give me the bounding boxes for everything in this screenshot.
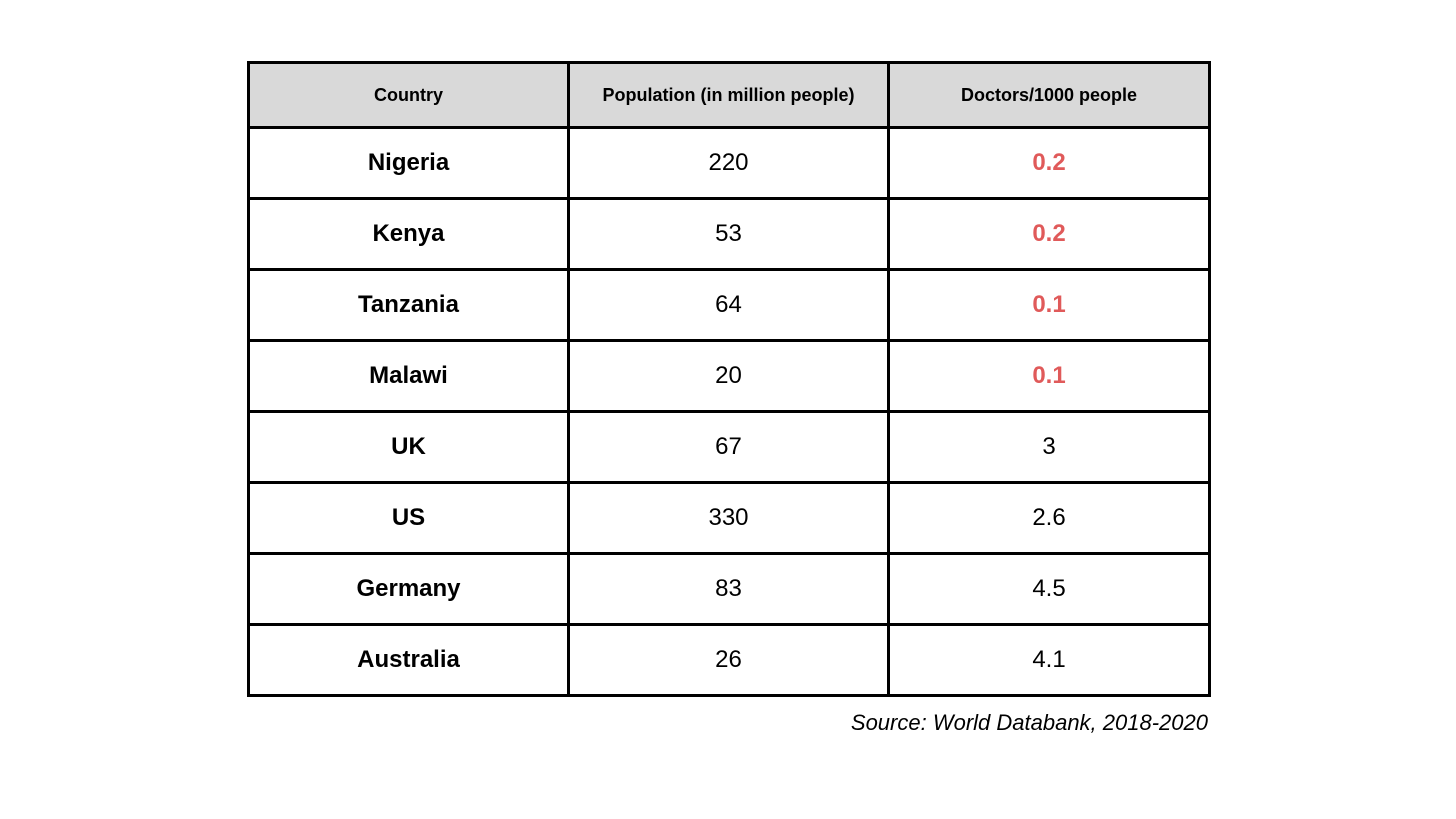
header-population: Population (in million people)	[567, 61, 890, 129]
country-cell: Malawi	[247, 339, 570, 413]
table-row: Kenya 53 0.2	[247, 197, 1211, 271]
population-cell: 53	[567, 197, 890, 271]
country-cell: Germany	[247, 552, 570, 626]
doctors-cell: 2.6	[887, 481, 1211, 555]
table-row: US 330 2.6	[247, 481, 1211, 555]
population-cell: 220	[567, 126, 890, 200]
doctors-per-population-table: Country Population (in million people) D…	[247, 61, 1211, 697]
table-row: Nigeria 220 0.2	[247, 126, 1211, 200]
population-cell: 20	[567, 339, 890, 413]
doctors-cell: 0.1	[887, 268, 1211, 342]
doctors-cell: 3	[887, 410, 1211, 484]
country-cell: Tanzania	[247, 268, 570, 342]
doctors-cell: 0.2	[887, 197, 1211, 271]
data-table-container: Country Population (in million people) D…	[247, 61, 1211, 697]
table-row: Tanzania 64 0.1	[247, 268, 1211, 342]
doctors-cell: 4.5	[887, 552, 1211, 626]
header-doctors: Doctors/1000 people	[887, 61, 1211, 129]
table-row: Malawi 20 0.1	[247, 339, 1211, 413]
table-row: UK 67 3	[247, 410, 1211, 484]
country-cell: Kenya	[247, 197, 570, 271]
population-cell: 64	[567, 268, 890, 342]
country-cell: Nigeria	[247, 126, 570, 200]
doctors-cell: 4.1	[887, 623, 1211, 697]
table-header-row: Country Population (in million people) D…	[247, 61, 1211, 129]
population-cell: 26	[567, 623, 890, 697]
country-cell: US	[247, 481, 570, 555]
table-row: Germany 83 4.5	[247, 552, 1211, 626]
source-caption: Source: World Databank, 2018-2020	[850, 710, 1208, 735]
population-cell: 330	[567, 481, 890, 555]
population-cell: 67	[567, 410, 890, 484]
doctors-cell: 0.2	[887, 126, 1211, 200]
population-cell: 83	[567, 552, 890, 626]
doctors-cell: 0.1	[887, 339, 1211, 413]
table-row: Australia 26 4.1	[247, 623, 1211, 697]
header-country: Country	[247, 61, 570, 129]
country-cell: UK	[247, 410, 570, 484]
country-cell: Australia	[247, 623, 570, 697]
